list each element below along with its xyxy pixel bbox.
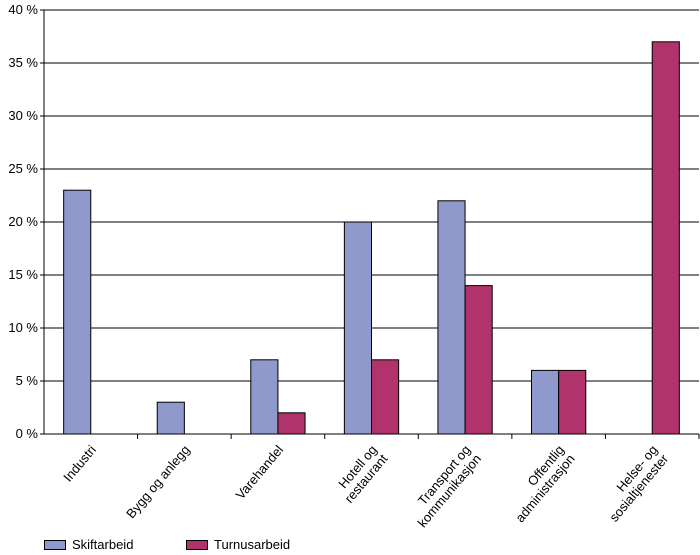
x-category-label: Transport ogkommunikasjon bbox=[404, 442, 484, 530]
y-tick-label: 35 % bbox=[8, 55, 38, 70]
bar-skiftarbeid bbox=[531, 369, 560, 435]
bar-skiftarbeid bbox=[437, 200, 466, 435]
x-category-label: Helse- ogsosialtjenester bbox=[596, 442, 672, 525]
legend-item-skiftarbeid: Skiftarbeid bbox=[44, 537, 133, 552]
x-category-label: Offentligadministrasjon bbox=[502, 442, 578, 525]
bar-skiftarbeid bbox=[343, 221, 373, 435]
x-category-label: Bygg og anlegg bbox=[123, 442, 193, 521]
bar-turnusarbeid bbox=[651, 41, 680, 435]
y-tick-label: 0 % bbox=[16, 426, 39, 441]
x-category-label: Varehandel bbox=[233, 442, 287, 502]
legend: Skiftarbeid Turnusarbeid bbox=[0, 537, 700, 555]
y-tick-label: 10 % bbox=[8, 320, 38, 335]
legend-label-turnusarbeid: Turnusarbeid bbox=[214, 537, 291, 552]
y-tick-label: 15 % bbox=[8, 267, 38, 282]
y-tick-label: 30 % bbox=[8, 108, 38, 123]
bar-turnusarbeid bbox=[464, 285, 493, 435]
legend-swatch-skiftarbeid bbox=[44, 539, 66, 550]
y-tick-label: 40 % bbox=[8, 2, 38, 17]
legend-swatch-turnusarbeid bbox=[186, 539, 208, 550]
bar-turnusarbeid bbox=[371, 359, 400, 435]
y-tick-label: 20 % bbox=[8, 214, 38, 229]
bar-turnusarbeid bbox=[558, 369, 587, 435]
bar-skiftarbeid bbox=[63, 189, 92, 435]
bar-turnusarbeid bbox=[277, 412, 306, 435]
legend-item-turnusarbeid: Turnusarbeid bbox=[186, 537, 290, 552]
bar-skiftarbeid bbox=[250, 359, 279, 435]
bar-skiftarbeid bbox=[156, 401, 185, 435]
y-tick-label: 5 % bbox=[16, 373, 39, 388]
legend-label-skiftarbeid: Skiftarbeid bbox=[72, 537, 134, 552]
y-tick-label: 25 % bbox=[8, 161, 38, 176]
x-category-label: Hotell ogrestaurant bbox=[331, 442, 391, 506]
x-category-label: Industri bbox=[60, 442, 99, 484]
